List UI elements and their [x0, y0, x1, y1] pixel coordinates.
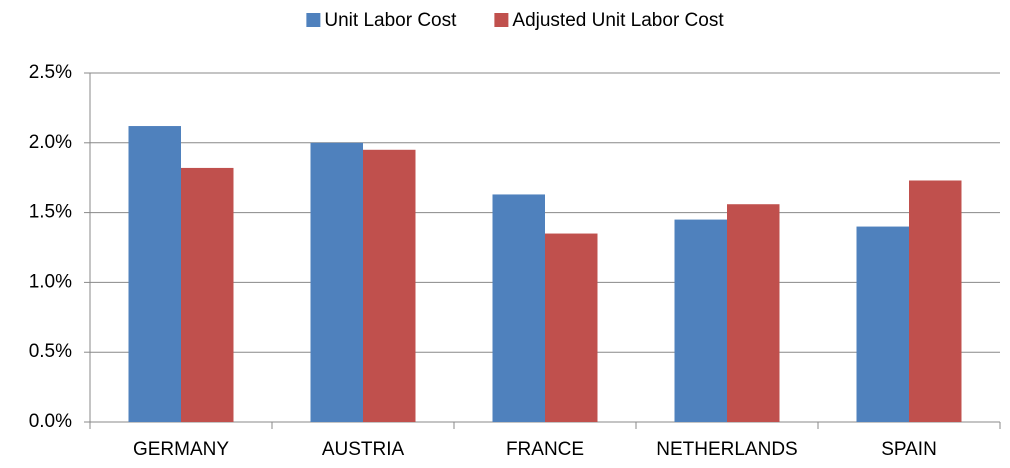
bar: [674, 219, 727, 422]
legend-item: Adjusted Unit Labor Cost: [494, 10, 724, 31]
legend-label: Adjusted Unit Labor Cost: [512, 10, 724, 31]
y-tick-label: 1.0%: [29, 271, 72, 292]
legend-label: Unit Labor Cost: [324, 10, 457, 31]
bar: [545, 233, 598, 422]
bar: [128, 126, 181, 422]
y-tick-label: 1.5%: [29, 202, 72, 223]
x-tick-label: FRANCE: [506, 439, 584, 460]
y-tick-label: 2.0%: [29, 132, 72, 153]
y-tick-label: 0.0%: [29, 411, 72, 432]
y-tick-label: 0.5%: [29, 341, 72, 362]
legend-item: Unit Labor Cost: [306, 10, 457, 31]
bar: [727, 204, 780, 422]
x-tick-label: AUSTRIA: [322, 439, 405, 460]
legend-swatch: [306, 13, 321, 27]
bar: [856, 226, 909, 422]
legend-swatch: [494, 13, 509, 27]
bar: [909, 180, 962, 422]
bar: [310, 142, 363, 423]
y-tick-label: 2.5%: [29, 62, 72, 83]
bar: [492, 194, 545, 422]
bar: [363, 149, 416, 422]
x-tick-label: GERMANY: [133, 439, 229, 460]
x-tick-label: SPAIN: [881, 439, 937, 460]
x-tick-label: NETHERLANDS: [656, 439, 797, 460]
bar: [181, 167, 234, 422]
